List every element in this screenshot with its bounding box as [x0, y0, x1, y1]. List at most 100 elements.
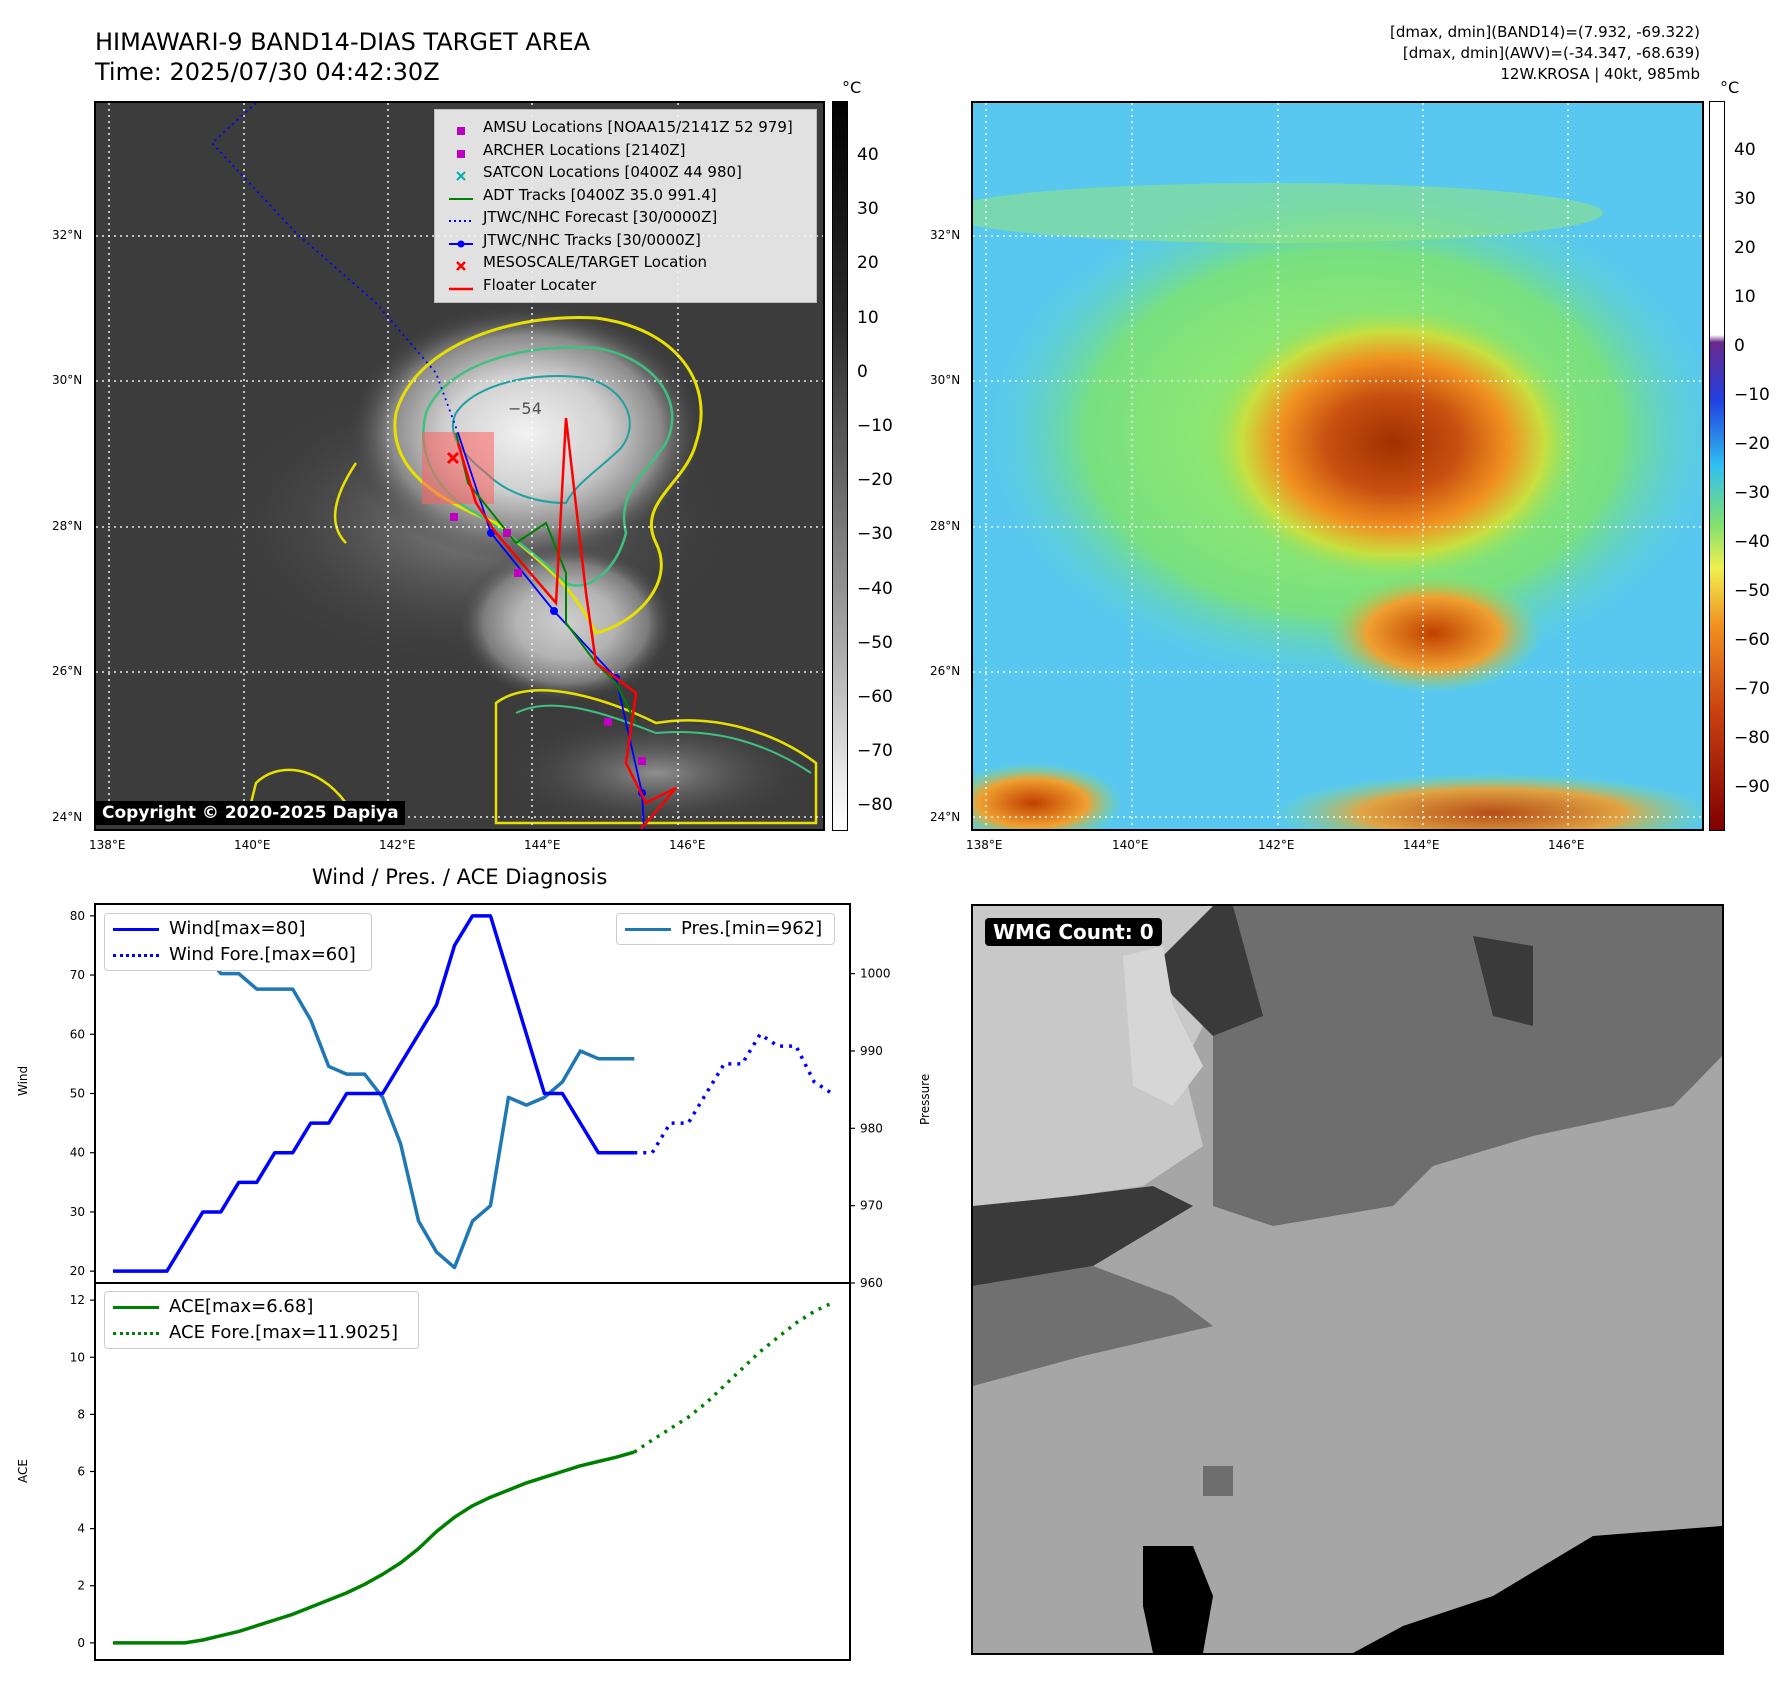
info-line-2: [dmax, dmin](AWV)=(-34.347, -68.639)	[1402, 44, 1700, 62]
wind-series-line	[112, 914, 635, 1273]
info-line-3: 12W.KROSA | 40kt, 985mb	[1500, 65, 1700, 83]
colorbar-awv-tick-11: −70	[1734, 679, 1770, 699]
diagnosis-title: Wind / Pres. / ACE Diagnosis	[312, 865, 608, 889]
legend-mesoscale-marker	[449, 256, 473, 271]
legend-archer: ARCHER Locations [2140Z]	[443, 139, 808, 162]
colorbar-gray-tick-6: −20	[857, 470, 893, 491]
legend-ace-label: ACE[max=6.68]	[169, 1296, 314, 1317]
map2-lat-26: 26°N	[930, 664, 961, 678]
colorbar-gray-tick-12: −80	[857, 795, 893, 816]
map2-lat-32: 32°N	[930, 228, 961, 242]
colorbar-gray-tick-1: 30	[857, 199, 879, 220]
legend-jtwc-forecast-label: JTWC/NHC Forecast [30/0000Z]	[483, 208, 718, 226]
map1-lon-146: 146°E	[669, 838, 706, 852]
legend-wind-fore: Wind Fore.[max=60]	[113, 942, 363, 968]
map2-lat-28: 28°N	[930, 519, 961, 533]
colorbar-gray-tick-11: −70	[857, 741, 893, 762]
colorbar-gray-tick-8: −40	[857, 578, 893, 599]
ace-axis-tick-2: 8	[77, 1407, 85, 1421]
wind-axis-tick-4: 40	[70, 1146, 85, 1160]
contour-label: −54	[508, 399, 542, 418]
colorbar-awv-tick-5: −10	[1734, 385, 1770, 405]
band14-map-panel: −54	[94, 101, 825, 831]
wmg-panel: WMG Count: 0	[971, 904, 1724, 1655]
figure-title-line1: HIMAWARI-9 BAND14-DIAS TARGET AREA	[95, 28, 591, 56]
ace-axis-tick-4: 4	[77, 1522, 85, 1536]
legend-wind: Wind[max=80]	[113, 916, 363, 942]
legend-amsu: AMSU Locations [NOAA15/2141Z 52 979]	[443, 116, 808, 139]
map2-lat-30: 30°N	[930, 373, 961, 387]
info-line-1: [dmax, dmin](BAND14)=(7.932, -69.322)	[1389, 23, 1700, 41]
ace-forecast-series-line	[633, 1301, 833, 1454]
pressure-axis-tick-1: 990	[860, 1044, 883, 1058]
colorbar-awv-tick-13: −90	[1734, 777, 1770, 797]
legend-floater-label: Floater Locater	[483, 275, 597, 294]
map1-lon-138: 138°E	[89, 838, 126, 852]
pressure-legend: Pres.[min=962]	[616, 913, 835, 945]
colorbar-awv-tick-12: −80	[1734, 728, 1770, 748]
map1-lat-28: 28°N	[52, 519, 83, 533]
colorbar-gray-tick-3: 10	[857, 307, 879, 328]
legend-ace-line	[113, 1306, 159, 1309]
colorbar-awv-tick-7: −30	[1734, 483, 1770, 503]
legend-amsu-marker	[449, 121, 473, 135]
pressure-axis-tick-2: 980	[860, 1121, 883, 1135]
pressure-axis-tick-4: 960	[860, 1276, 883, 1290]
legend-satcon: SATCON Locations [0400Z 44 980]	[443, 161, 808, 184]
map2-lon-144: 144°E	[1403, 838, 1440, 852]
legend-floater-marker	[449, 279, 473, 291]
ace-series-line	[112, 1450, 635, 1645]
map2-lon-140: 140°E	[1112, 838, 1149, 852]
legend-mesoscale: MESOSCALE/TARGET Location	[443, 251, 808, 274]
colorbar-awv-tick-9: −50	[1734, 581, 1770, 601]
colorbar-gray-tick-2: 20	[857, 253, 879, 274]
ace-axis-tick-0: 12	[70, 1293, 85, 1307]
colorbar-awv-tick-2: 20	[1734, 238, 1756, 258]
legend-archer-marker	[449, 144, 473, 158]
colorbar-awv-tick-0: 40	[1734, 140, 1756, 160]
map-legend: AMSU Locations [NOAA15/2141Z 52 979] ARC…	[434, 109, 817, 303]
legend-wind-fore-line	[113, 954, 159, 957]
map1-lat-32: 32°N	[52, 228, 83, 242]
awv-map-panel	[971, 101, 1704, 831]
map2-lat-24: 24°N	[930, 810, 961, 824]
legend-amsu-label: AMSU Locations [NOAA15/2141Z 52 979]	[483, 118, 793, 136]
legend-mesoscale-label: MESOSCALE/TARGET Location	[483, 253, 708, 271]
adt-track	[455, 432, 637, 724]
awv-map-svg	[973, 103, 1702, 829]
legend-pres-line	[625, 928, 671, 931]
legend-jtwc-tracks-marker	[449, 234, 473, 247]
pressure-axis-tick-3: 970	[860, 1199, 883, 1213]
colorbar-gray-tick-0: 40	[857, 145, 879, 165]
legend-wind-fore-label: Wind Fore.[max=60]	[169, 944, 356, 965]
legend-pres: Pres.[min=962]	[625, 916, 826, 942]
ace-axis-tick-5: 2	[77, 1579, 85, 1593]
wind-axis-tick-3: 50	[70, 1087, 85, 1101]
legend-satcon-label: SATCON Locations [0400Z 44 980]	[483, 163, 742, 181]
legend-floater: Floater Locater	[443, 274, 808, 297]
colorbar-awv	[1709, 101, 1725, 831]
copyright-label: Copyright © 2020-2025 Dapiya	[96, 801, 405, 825]
colorbar-gray-tick-7: −30	[857, 524, 893, 545]
colorbar-awv-tick-1: 30	[1734, 189, 1756, 209]
legend-archer-label: ARCHER Locations [2140Z]	[483, 140, 686, 159]
wind-axis-tick-2: 60	[70, 1027, 85, 1041]
colorbar-gray-tick-10: −60	[857, 687, 893, 707]
wind-legend: Wind[max=80] Wind Fore.[max=60]	[104, 913, 372, 971]
colorbar-gray-tick-9: −50	[857, 632, 893, 653]
legend-satcon-marker	[449, 166, 473, 181]
map1-lon-144: 144°E	[524, 838, 561, 852]
legend-wind-line	[113, 928, 159, 931]
colorbar-gray-tick-5: −10	[857, 416, 893, 436]
colorbar-awv-tick-10: −60	[1734, 630, 1770, 650]
ace-axis-label: ACE	[16, 1459, 30, 1483]
wind-axis-tick-1: 70	[70, 968, 85, 982]
legend-pres-label: Pres.[min=962]	[681, 918, 823, 939]
wind-axis-tick-0: 80	[70, 909, 85, 923]
ace-axis-tick-1: 10	[70, 1350, 85, 1364]
wind-axis-label: Wind	[16, 1065, 30, 1096]
legend-ace-fore-label: ACE Fore.[max=11.9025]	[169, 1322, 398, 1343]
map1-lat-24: 24°N	[52, 810, 83, 824]
pressure-series-line	[112, 925, 635, 1270]
